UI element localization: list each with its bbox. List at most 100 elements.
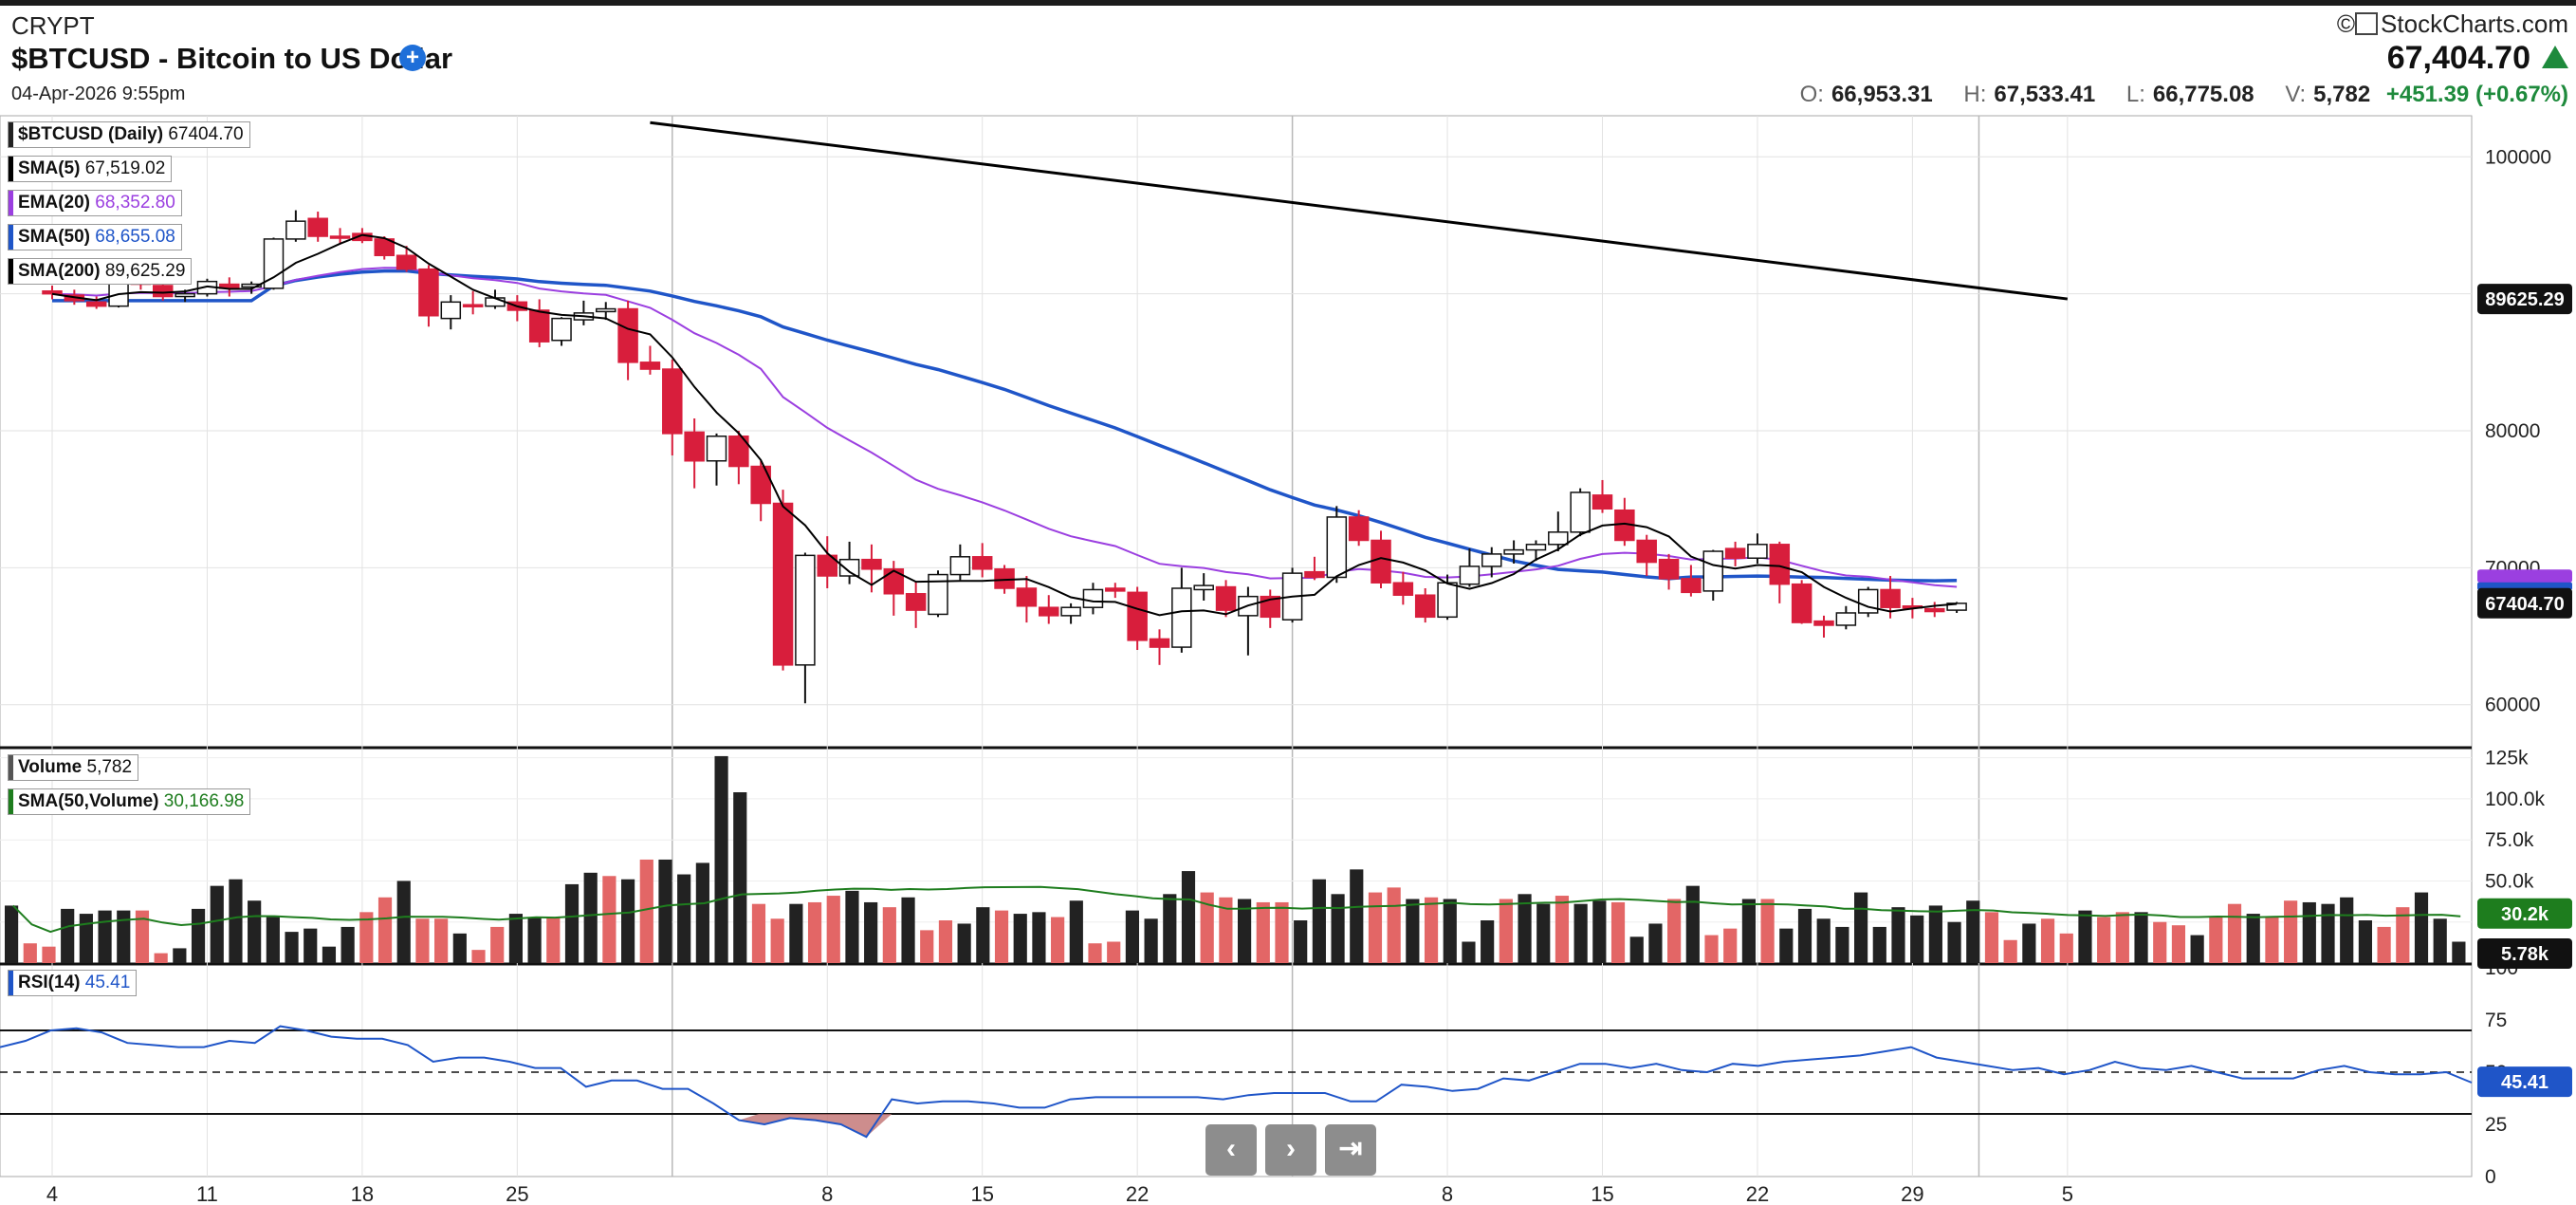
legend-sma50[interactable]: SMA(50) 68,655.08 [8, 224, 182, 250]
open-label: O: [1799, 82, 1824, 107]
volume-bar [2171, 925, 2186, 963]
exchange-label: CRYPT [11, 11, 95, 40]
volume-bar [2078, 910, 2092, 963]
x-tick-label: 8 [821, 1182, 833, 1205]
jump-to-end-button[interactable]: ⇥ [1325, 1124, 1376, 1176]
volume-bar [1312, 879, 1326, 963]
stockcharts-logo[interactable]: © StockCharts.com [2337, 9, 2568, 39]
volume-tag: 5.78k [2501, 944, 2549, 965]
plot-frame [0, 115, 2473, 1177]
volume-bar [714, 755, 728, 963]
candle-body [1082, 588, 1104, 608]
volume-bar [1723, 928, 1738, 963]
volume-bar [508, 914, 523, 963]
price-tick-label: 100000 [2485, 146, 2551, 168]
low-label: L: [2125, 82, 2145, 107]
volume-bar [1331, 894, 1345, 963]
volume-bar [621, 879, 635, 963]
candle-body [1592, 494, 1613, 510]
volume-bar [546, 917, 561, 963]
open-value: 66,953.31 [1831, 82, 1933, 107]
volume-bar [471, 950, 486, 963]
candle-body [1060, 606, 1081, 617]
volume-bar [1032, 912, 1046, 963]
volume-bar [1125, 910, 1139, 963]
volume-bar [976, 907, 990, 963]
low-value: 66,775.08 [2152, 82, 2254, 107]
top-bar [0, 0, 2576, 6]
candle-body [1039, 606, 1059, 617]
candle-body [1326, 516, 1348, 579]
candle-body [1016, 587, 1038, 607]
volume-bar [1573, 903, 1588, 963]
candle-body [1835, 612, 1857, 626]
rsi-tick-label: 25 [2485, 1114, 2507, 1136]
legend-sma5[interactable]: SMA(5) 67,519.02 [8, 156, 173, 182]
plus-circle-icon[interactable]: + [399, 45, 426, 71]
volume-bar [2452, 941, 2466, 963]
volume-bar [882, 907, 896, 963]
price-tag: 67404.70 [2485, 594, 2564, 615]
volume-bar [1891, 907, 1905, 963]
volume-bar [1518, 894, 1532, 963]
legend-price-value: 67404.70 [168, 124, 244, 144]
volume-bar [1256, 901, 1270, 963]
volume-bar [1238, 899, 1252, 963]
volume-bar [23, 943, 37, 963]
candle-body [1371, 539, 1391, 584]
volume-bar [229, 879, 243, 963]
rsi-oversold-fill [739, 1114, 892, 1138]
legend-rsi-value: 45.41 [84, 973, 131, 992]
legend-price[interactable]: $BTCUSD (Daily) 67404.70 [8, 121, 250, 148]
volume-bar [1368, 892, 1383, 963]
volume-bar [2115, 912, 2129, 963]
candle-body [1437, 582, 1458, 619]
volume-bar [1387, 887, 1401, 963]
volume-bar [1462, 941, 1476, 963]
legend-volume-name: Volume [18, 757, 83, 777]
candle-body [861, 558, 882, 570]
legend-ema20[interactable]: EMA(20) 68,352.80 [8, 190, 182, 216]
volume-bar [938, 920, 953, 963]
legend-rsi[interactable]: RSI(14) 45.41 [8, 970, 138, 996]
volume-bar [1555, 896, 1570, 963]
sma5-line [51, 233, 1958, 617]
volume-bar [1797, 908, 1812, 963]
ema20-tag [2477, 569, 2572, 584]
volume-bar [79, 914, 93, 963]
volume-bar [864, 901, 878, 963]
candle-body [817, 554, 837, 577]
volume-bar [1741, 899, 1756, 963]
candle-body [1857, 588, 1879, 614]
next-button[interactable]: › [1265, 1124, 1316, 1176]
volume-bar [1779, 928, 1794, 963]
volume-bar [1200, 892, 1214, 963]
volume-tick-label: 50.0k [2485, 870, 2534, 892]
candle-body [971, 556, 993, 570]
candle-body [928, 573, 948, 616]
legend-rsi-name: RSI(14) [18, 973, 81, 992]
rsi-tag-bg [2477, 1066, 2572, 1098]
volume-bar [1592, 900, 1607, 963]
candle-body [1548, 531, 1569, 546]
high-value: 67,533.41 [1994, 82, 2096, 107]
prev-button[interactable]: ‹ [1205, 1124, 1257, 1176]
volume-bar [2321, 903, 2335, 963]
volume-bar [695, 862, 709, 963]
logo-text: StockCharts.com [2381, 9, 2568, 38]
legend-sma200[interactable]: SMA(200) 89,625.29 [8, 258, 193, 285]
legend-volume[interactable]: Volume 5,782 [8, 754, 139, 781]
candle-body [1813, 620, 1834, 626]
volume-bar [1499, 899, 1513, 963]
legend-sma50-value: 68,655.08 [95, 227, 175, 247]
volume-bar [2340, 897, 2354, 963]
last-price: 67,404.70 [2386, 40, 2530, 76]
volume-bar [1854, 892, 1868, 963]
volume-bar [807, 901, 822, 963]
candle-body [883, 568, 905, 595]
volume-bar [2246, 914, 2260, 963]
legend-vol-sma[interactable]: SMA(50,Volume) 30,166.98 [8, 788, 251, 815]
x-tick-label: 22 [1126, 1182, 1149, 1205]
volume-bar [415, 918, 430, 963]
